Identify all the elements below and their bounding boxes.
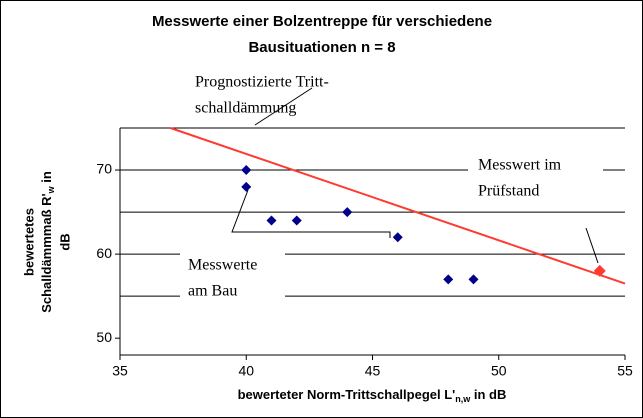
data-point	[342, 207, 353, 218]
leader	[254, 87, 313, 126]
y-label-line: dB	[57, 233, 72, 250]
y-label-line: bewertetes	[21, 208, 36, 276]
x-tick-label: 55	[617, 363, 633, 379]
chart-title: Bausituationen n = 8	[248, 39, 395, 56]
y-label-tail: in	[39, 171, 54, 186]
data-point	[593, 264, 606, 277]
data-point	[241, 181, 252, 192]
x-tick-label: 40	[238, 363, 254, 379]
annotation-bg	[185, 68, 405, 126]
data-point	[291, 215, 302, 226]
x-label-main: bewerteter Norm-Trittschallpegel L'	[238, 387, 456, 402]
y-label-main: Schalldämmmaß R'	[39, 193, 54, 312]
data-point	[443, 274, 454, 285]
x-axis-label: bewerteter Norm-Trittschallpegel L'n,w i…	[238, 387, 507, 404]
x-tick-label: 45	[365, 363, 381, 379]
annotation: Messwert im	[478, 157, 562, 174]
y-label-line: Schalldämmmaß R'w in	[39, 171, 56, 313]
x-tick-label: 35	[112, 363, 128, 379]
data-point	[468, 274, 479, 285]
annotation: schalldämmung	[195, 100, 296, 117]
annotation: Prüfstand	[478, 183, 539, 200]
y-label-sub: w	[46, 185, 56, 194]
x-label-sub: n,w	[455, 394, 471, 404]
data-point	[241, 165, 252, 176]
data-point	[266, 215, 277, 226]
x-label-tail: in dB	[470, 387, 506, 402]
annotation-bg	[468, 150, 603, 210]
y-tick-label: 70	[96, 161, 112, 177]
annotation-bg	[180, 252, 285, 304]
leader	[585, 227, 599, 264]
data-point	[392, 232, 403, 243]
annotation: Messwerte	[188, 257, 257, 274]
prediction-line	[170, 127, 626, 285]
x-tick-label: 50	[491, 363, 507, 379]
bracket	[231, 189, 391, 238]
y-tick-label: 50	[96, 329, 112, 345]
annotation: am Bau	[188, 283, 237, 300]
y-tick-label: 60	[96, 245, 112, 261]
chart-title: Messwerte einer Bolzentreppe für verschi…	[152, 13, 492, 30]
annotation: Prognostizierte Tritt-	[195, 74, 329, 91]
